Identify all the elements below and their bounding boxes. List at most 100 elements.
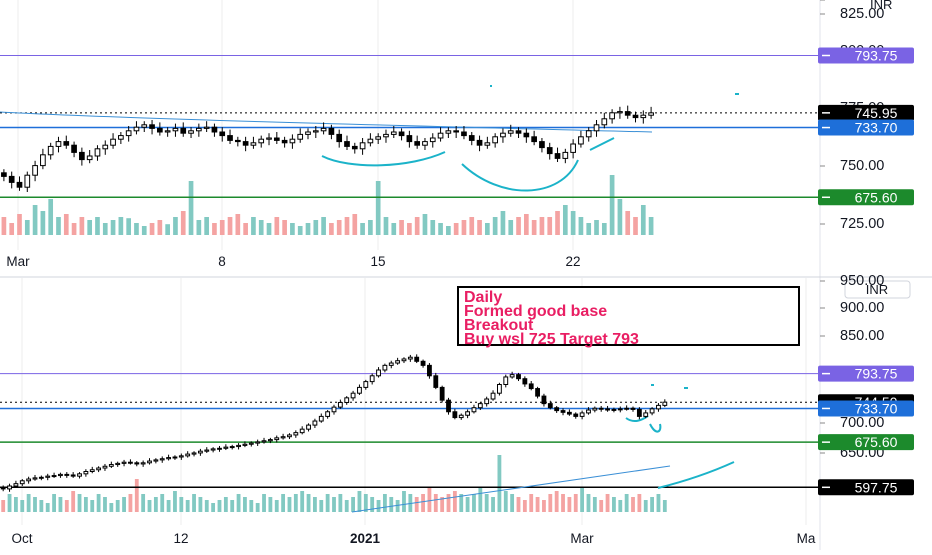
- bottom-candle-body: [573, 413, 579, 417]
- bottom-candle-body: [26, 478, 32, 482]
- bottom-volume-bar: [592, 497, 597, 512]
- top-candle-body: [24, 174, 31, 188]
- bottom-time-label-2: 2021: [350, 531, 381, 546]
- bottom-volume-bar: [268, 497, 273, 512]
- bottom-candle-body: [541, 395, 547, 405]
- bottom-volume-bar: [153, 497, 158, 512]
- bottom-currency-box[interactable]: [844, 280, 911, 299]
- top-price-tag-label-3: 675.60: [855, 189, 898, 205]
- top-candle-body: [172, 127, 179, 132]
- bottom-trendline[interactable]: [351, 465, 671, 513]
- bottom-time-axis: Oct 12 2021 Mar Ma: [11, 531, 815, 546]
- bottom-hook-curve[interactable]: [649, 423, 662, 433]
- top-candle-body: [242, 141, 249, 146]
- bottom-volume-bar: [459, 494, 464, 512]
- bottom-candle-body: [554, 407, 560, 412]
- bottom-volume-bar: [421, 494, 425, 512]
- bottom-candle-body: [134, 462, 140, 465]
- bottom-volume-bar: [382, 494, 387, 512]
- top-volume-bar: [243, 223, 248, 235]
- bottom-candle-body: [401, 358, 407, 362]
- top-price-tag-0[interactable]: [818, 47, 914, 64]
- bottom-price-tag-0[interactable]: [818, 365, 914, 382]
- bottom-candle-body: [83, 471, 89, 475]
- bottom-volume-bar: [185, 500, 190, 512]
- top-candle-body: [157, 127, 163, 133]
- top-candle-body: [219, 131, 226, 137]
- bottom-volume-bar: [573, 494, 578, 512]
- top-volume-bar: [492, 217, 498, 235]
- top-volume-bar: [87, 220, 93, 235]
- top-candle-body: [632, 114, 639, 119]
- bottom-volume-bar: [510, 494, 515, 512]
- top-volume-bar: [48, 199, 54, 235]
- top-base-curve-1[interactable]: [321, 151, 446, 167]
- top-candle-body: [71, 144, 77, 153]
- bottom-volume-bar: [472, 494, 476, 512]
- bottom-candle-body: [522, 378, 528, 385]
- bottom-candle-body: [159, 458, 165, 461]
- bottom-price-tag-2[interactable]: [818, 400, 914, 417]
- top-volume-bar: [24, 220, 30, 235]
- bottom-price-tag-4[interactable]: [818, 479, 914, 496]
- bottom-candle-body: [636, 408, 642, 417]
- bottom-candle-body: [547, 403, 553, 409]
- top-candle-body: [258, 138, 265, 144]
- bottom-price-tag-label-2: 733.70: [855, 400, 898, 416]
- bottom-axis-tick-label-2: 850.00: [840, 328, 884, 344]
- top-time-label-3: 22: [565, 254, 580, 269]
- bottom-volume-bar: [115, 500, 120, 512]
- bottom-candle-body: [58, 473, 63, 477]
- top-candle-body: [640, 114, 647, 119]
- bottom-candle-body: [477, 403, 483, 409]
- bottom-base-curve[interactable]: [625, 415, 649, 423]
- bottom-candle-body: [452, 411, 458, 419]
- top-breakout-stroke[interactable]: [589, 137, 615, 151]
- top-candle-body: [32, 165, 38, 176]
- top-candle-body: [507, 130, 514, 134]
- bottom-candle-body: [102, 465, 108, 469]
- top-volume-bar: [204, 217, 209, 235]
- bottom-candle-body: [598, 407, 604, 410]
- bottom-volume-bar: [376, 500, 381, 512]
- top-price-tag-2[interactable]: [818, 119, 914, 136]
- bottom-price-tag-3[interactable]: [818, 434, 914, 451]
- bottom-candle-body: [337, 401, 343, 408]
- annotation-line-1: Daily: [464, 289, 502, 306]
- annotation-box[interactable]: Daily Formed good base Breakout Buy wsl …: [457, 286, 800, 348]
- top-volume-bar: [601, 223, 607, 235]
- top-candle-body: [211, 126, 218, 133]
- top-price-tag-label-0: 793.75: [855, 48, 898, 64]
- top-price-tag-3[interactable]: [818, 189, 914, 206]
- top-volume-bar: [531, 220, 537, 235]
- top-axis-tick-label-6: 650.00: [840, 0, 884, 4]
- top-volume-bar: [212, 223, 217, 235]
- bottom-volume-bar: [179, 497, 184, 512]
- bottom-axis-tick-label-3: 700.00: [840, 415, 884, 431]
- bottom-candle-body: [166, 457, 171, 460]
- top-volume-bar: [32, 205, 38, 235]
- top-volume-bar: [438, 223, 443, 235]
- top-base-curve-2[interactable]: [461, 159, 579, 192]
- bottom-volume-bar: [109, 503, 114, 512]
- top-time-label-2: 15: [370, 254, 385, 269]
- bottom-projection-curve[interactable]: [657, 461, 735, 489]
- top-volume-bar: [430, 220, 436, 235]
- top-trendline[interactable]: [0, 111, 653, 133]
- bottom-candle-body: [236, 444, 241, 448]
- bottom-volume-bar: [516, 497, 521, 512]
- bottom-volume-bar: [548, 494, 553, 512]
- bottom-volume-bar: [64, 500, 69, 512]
- bottom-candle-body: [178, 455, 184, 458]
- bottom-volume-bar: [624, 494, 629, 512]
- bottom-volume-bar: [567, 497, 572, 512]
- bottom-volume-bar: [96, 494, 101, 512]
- top-price-tag-1[interactable]: [818, 104, 914, 121]
- top-candle-body: [47, 145, 54, 156]
- bottom-candle-body: [516, 374, 521, 380]
- top-candle-body: [484, 142, 491, 146]
- bottom-drawings: [351, 384, 735, 513]
- top-price-tag-label-2: 733.70: [855, 120, 898, 136]
